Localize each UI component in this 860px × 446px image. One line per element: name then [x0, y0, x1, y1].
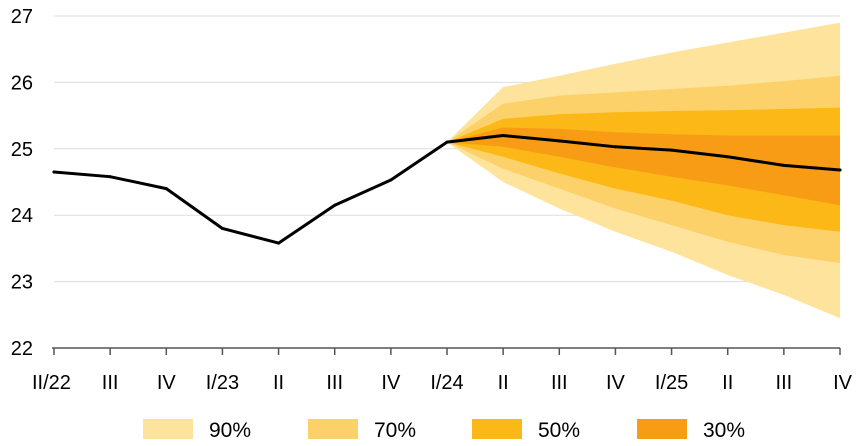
legend-label: 30%: [703, 419, 745, 442]
x-tick-label: IV: [833, 372, 853, 394]
y-tick-label: 23: [11, 272, 33, 294]
data-point: [333, 203, 337, 207]
legend-swatch-50pct: [472, 419, 522, 439]
x-tick-label: III: [776, 372, 793, 394]
data-point: [838, 168, 842, 172]
legend: 90% 70% 50% 30%: [143, 419, 745, 442]
x-tick-label: I/25: [655, 372, 688, 394]
legend-swatch-70pct: [308, 419, 358, 439]
x-tick-label: III: [326, 372, 343, 394]
legend-label: 90%: [209, 419, 251, 442]
y-tick-label: 25: [11, 139, 33, 161]
fan-band-30pct: [447, 127, 840, 206]
data-point: [108, 175, 112, 179]
y-tick-label: 24: [11, 205, 33, 227]
y-tick-labels: 22 23 24 25 26 27: [11, 6, 33, 360]
data-point: [277, 241, 281, 245]
data-point: [52, 170, 56, 174]
y-tick-label: 22: [11, 338, 33, 360]
x-tick-label: III: [551, 372, 568, 394]
x-tick-label: II: [498, 372, 509, 394]
data-point: [445, 140, 449, 144]
data-point: [164, 187, 168, 191]
x-tick-label: I/24: [430, 372, 463, 394]
y-tick-label: 27: [11, 6, 33, 28]
data-point: [613, 145, 617, 149]
x-tick-label: IV: [157, 372, 177, 394]
legend-label: 70%: [374, 419, 416, 442]
x-tick-label: II: [722, 372, 733, 394]
data-point: [501, 134, 505, 138]
legend-label: 50%: [538, 419, 580, 442]
axes: [52, 347, 841, 355]
data-point: [726, 155, 730, 159]
data-point: [557, 139, 561, 143]
legend-swatch-90pct: [143, 419, 193, 439]
x-tick-label: IV: [381, 372, 401, 394]
series-lines: [52, 134, 842, 245]
data-point: [670, 148, 674, 152]
x-tick-labels: II/22 III IV I/23 II III IV I/24 II III IV I/25 II II…: [32, 372, 853, 394]
x-tick-label: IV: [606, 372, 626, 394]
x-tick-label: I/23: [206, 372, 239, 394]
fan-bands: [447, 22, 840, 319]
y-tick-label: 26: [11, 72, 33, 94]
legend-swatch-30pct: [637, 419, 687, 439]
x-tick-label: II/22: [32, 372, 71, 394]
x-tick-label: II: [273, 372, 284, 394]
data-point: [220, 226, 224, 230]
data-point: [389, 178, 393, 182]
x-tick-label: III: [102, 372, 119, 394]
data-point: [782, 163, 786, 167]
